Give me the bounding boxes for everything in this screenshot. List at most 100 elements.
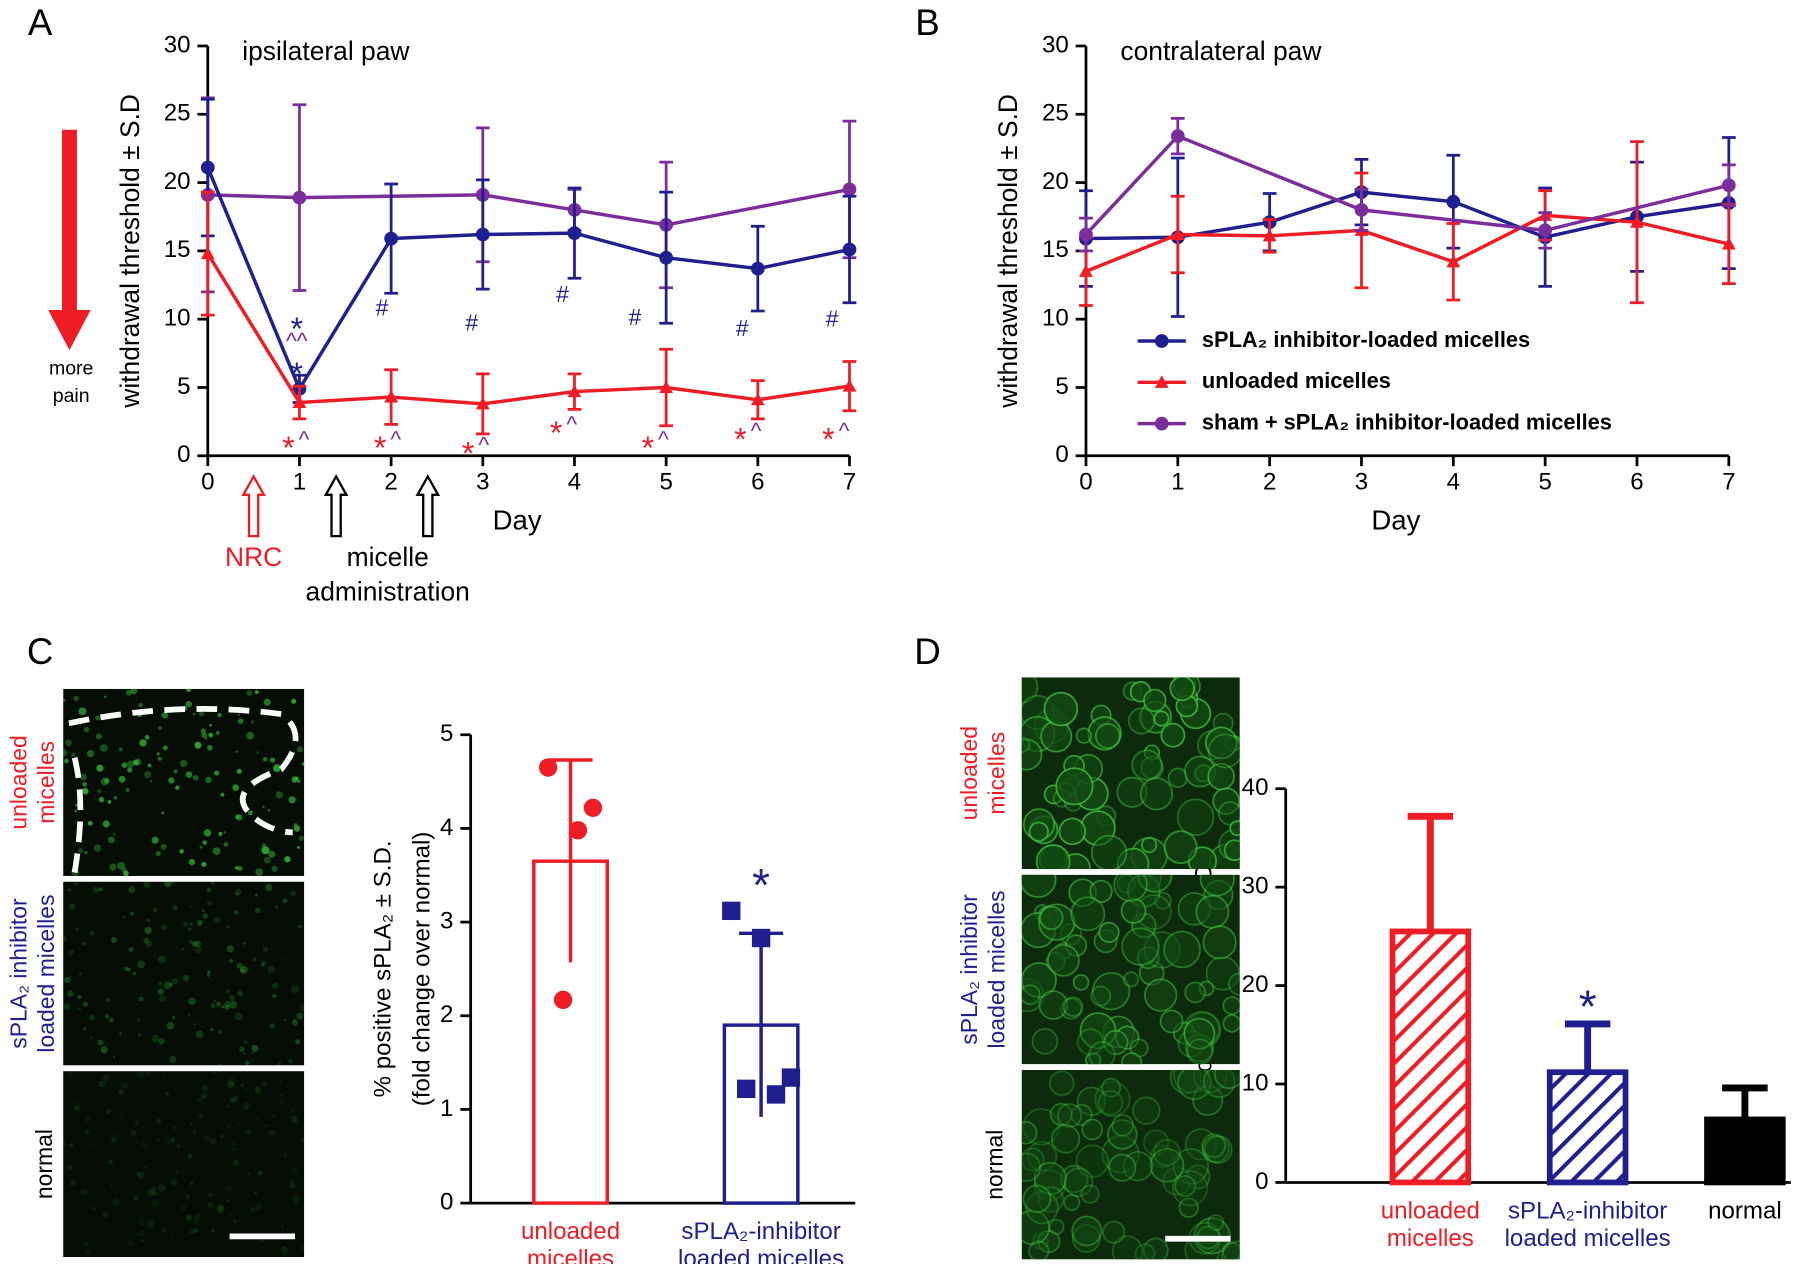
cell bbox=[232, 1146, 238, 1152]
cell bbox=[171, 1015, 176, 1020]
cell bbox=[155, 850, 161, 857]
cell bbox=[1039, 905, 1064, 931]
cell bbox=[297, 845, 300, 849]
cell bbox=[1176, 798, 1215, 837]
cell bbox=[169, 1178, 178, 1187]
event-label: micelle administration bbox=[306, 542, 470, 606]
cell bbox=[1037, 1186, 1065, 1213]
cell bbox=[152, 1191, 158, 1197]
cell bbox=[76, 1102, 79, 1105]
x-tick-label: unloaded micelles bbox=[521, 1218, 620, 1264]
cell bbox=[104, 1014, 110, 1019]
y-tick-label: 0 bbox=[440, 1188, 453, 1215]
data-point bbox=[766, 1085, 786, 1104]
cell bbox=[1163, 830, 1198, 865]
cell bbox=[208, 732, 214, 738]
cell bbox=[250, 1206, 256, 1213]
cell bbox=[262, 756, 268, 762]
image-label-line: micelles bbox=[33, 741, 59, 824]
cell bbox=[240, 1083, 245, 1087]
cell bbox=[1123, 971, 1140, 988]
cell bbox=[63, 935, 67, 942]
cell bbox=[256, 1171, 262, 1176]
cell bbox=[138, 1230, 146, 1237]
cell bbox=[192, 712, 196, 716]
cell bbox=[242, 1102, 251, 1110]
cell bbox=[1102, 1220, 1126, 1244]
cell bbox=[250, 720, 255, 724]
event-label: NRC bbox=[225, 542, 282, 572]
series-line bbox=[206, 252, 850, 406]
cell bbox=[1127, 707, 1156, 735]
cell bbox=[1111, 1114, 1134, 1137]
data-point bbox=[538, 758, 558, 777]
data-point bbox=[842, 379, 857, 392]
cell bbox=[299, 1004, 305, 1012]
cell bbox=[273, 1165, 276, 1169]
cell bbox=[155, 1137, 161, 1142]
cell bbox=[1021, 677, 1039, 704]
cell bbox=[291, 698, 297, 704]
cell bbox=[267, 809, 271, 812]
cell bbox=[1143, 1129, 1170, 1156]
cell bbox=[1080, 1184, 1100, 1204]
cell bbox=[245, 1060, 250, 1066]
x-tick-label-line: micelles bbox=[527, 1246, 614, 1264]
cell bbox=[111, 937, 117, 943]
series-line bbox=[207, 187, 850, 227]
data-point bbox=[1721, 237, 1736, 250]
cell bbox=[97, 789, 102, 794]
y-tick-label: 0 bbox=[1255, 1168, 1268, 1195]
cell bbox=[63, 1139, 67, 1147]
cell bbox=[121, 762, 128, 768]
cell bbox=[100, 777, 109, 786]
cell bbox=[128, 886, 136, 894]
cell bbox=[236, 768, 242, 774]
cell bbox=[185, 1214, 193, 1222]
cell bbox=[216, 1205, 225, 1214]
cell bbox=[1143, 978, 1178, 1012]
annotation: * bbox=[734, 422, 747, 458]
cell bbox=[157, 1183, 166, 1192]
cell bbox=[201, 861, 207, 867]
cell bbox=[151, 1034, 160, 1043]
cell bbox=[75, 927, 80, 932]
cell bbox=[267, 965, 276, 974]
cell bbox=[1022, 1184, 1052, 1214]
cell bbox=[245, 1128, 252, 1135]
cell bbox=[147, 1188, 155, 1196]
data-point bbox=[200, 246, 215, 260]
x-tick-label: sPLA₂-inhibitor loaded micelles bbox=[1505, 1198, 1671, 1253]
cell bbox=[1222, 996, 1240, 1016]
cell bbox=[118, 1089, 125, 1096]
data-point bbox=[292, 395, 307, 409]
cell bbox=[151, 836, 159, 844]
cell bbox=[75, 804, 78, 807]
cell bbox=[147, 763, 152, 768]
cell bbox=[273, 764, 281, 773]
cell bbox=[198, 1113, 204, 1119]
image-label-line: unloaded bbox=[6, 735, 32, 829]
cell bbox=[136, 1172, 140, 1176]
cell bbox=[1022, 1108, 1060, 1146]
image-label-line: sPLA₂ inhibitor bbox=[6, 898, 32, 1049]
cell bbox=[185, 771, 193, 778]
cell bbox=[82, 942, 86, 946]
data-point bbox=[781, 1068, 801, 1087]
cell bbox=[156, 1118, 162, 1124]
cell bbox=[223, 1000, 231, 1008]
cell bbox=[251, 1044, 259, 1053]
cell bbox=[127, 967, 131, 972]
y-axis-label-line: (fold change over normal) bbox=[409, 832, 436, 1107]
cell bbox=[296, 746, 304, 753]
cell bbox=[193, 1022, 196, 1026]
cell bbox=[121, 1082, 129, 1089]
y-axis-label: withdrawal threshold ± S.D bbox=[115, 94, 145, 409]
cell bbox=[151, 1199, 160, 1208]
cell bbox=[219, 1133, 224, 1139]
cell bbox=[1043, 691, 1079, 727]
cell bbox=[234, 910, 239, 915]
cell bbox=[73, 1104, 81, 1112]
x-tick-label-line: sPLA₂-inhibitor bbox=[1508, 1198, 1667, 1225]
cell bbox=[290, 890, 296, 897]
